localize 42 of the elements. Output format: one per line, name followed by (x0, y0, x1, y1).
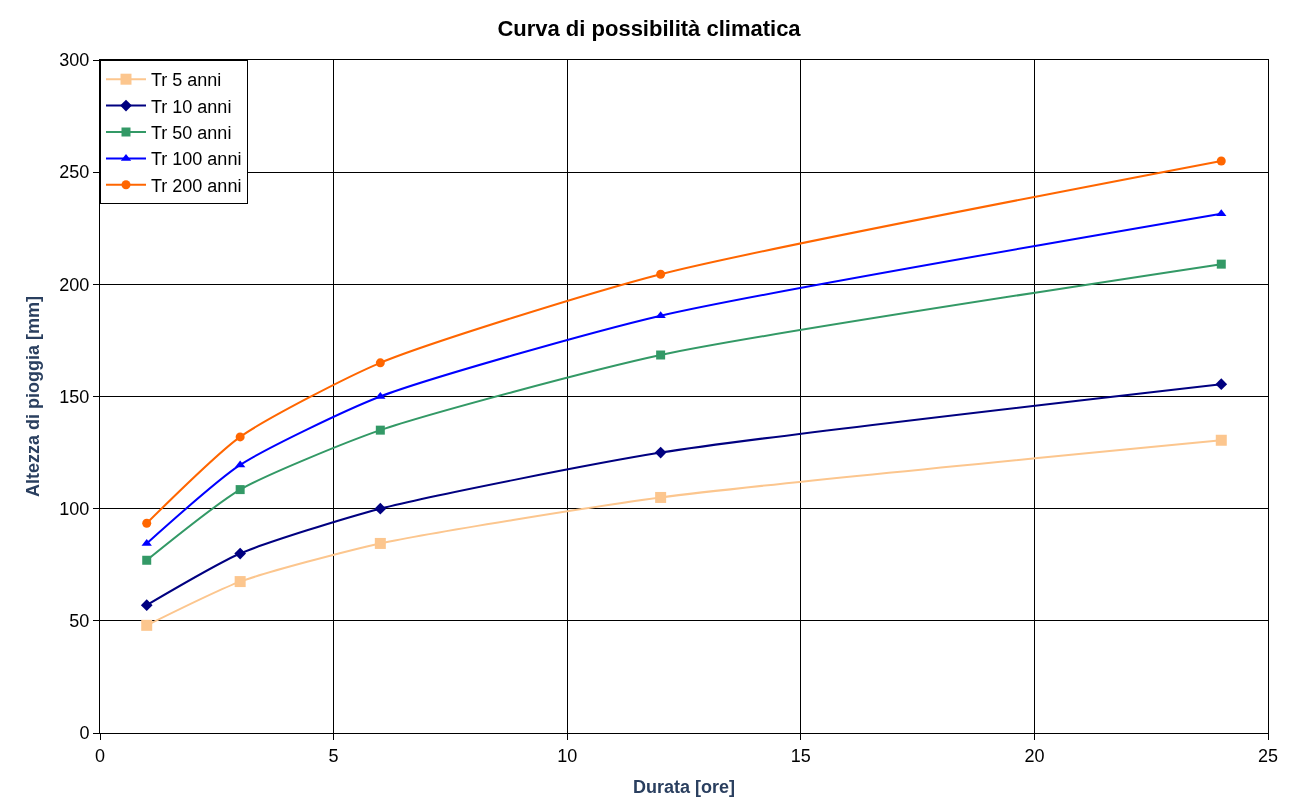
x-tick-label: 15 (790, 745, 811, 766)
y-tick-label: 0 (79, 723, 90, 744)
point (374, 502, 387, 515)
x-tick-label: 0 (94, 745, 106, 766)
point (234, 576, 246, 588)
point (654, 446, 667, 459)
point (140, 599, 153, 611)
point (374, 537, 386, 549)
legend-label: Tr 10 anni (151, 96, 232, 117)
x-tick-label: 20 (1024, 745, 1045, 766)
point (655, 491, 667, 503)
y-tick-label: 200 (59, 274, 90, 295)
point (656, 269, 666, 279)
point (1216, 156, 1226, 166)
point (141, 619, 153, 631)
x-tick-label: 10 (557, 745, 578, 766)
y-tick-label: 100 (59, 498, 90, 519)
point (656, 350, 666, 360)
point (142, 555, 152, 565)
point (375, 425, 385, 435)
y-axis-title: Altezza di pioggia [mm] (22, 295, 43, 498)
legend-label: Tr 200 anni (151, 175, 242, 196)
point (234, 547, 247, 560)
point (1215, 434, 1227, 446)
point (375, 358, 385, 368)
y-tick-label: 250 (59, 162, 90, 183)
chart-title: Curva di possibilità climatica (497, 15, 802, 41)
legend-label: Tr 5 anni (151, 70, 222, 91)
point (1215, 378, 1228, 391)
x-tick-label: 5 (328, 745, 339, 766)
point (141, 538, 152, 546)
y-tick-label: 300 (59, 50, 90, 71)
point (235, 432, 245, 442)
point (1216, 259, 1226, 269)
x-axis-title: Durata [ore] (632, 776, 736, 797)
point (235, 485, 245, 495)
y-tick-label: 50 (69, 611, 90, 632)
legend-label: Tr 50 anni (151, 123, 232, 144)
legend-label: Tr 100 anni (151, 149, 242, 170)
x-tick-label: 25 (1257, 745, 1279, 766)
point (142, 518, 152, 528)
y-tick-label: 150 (59, 386, 90, 407)
